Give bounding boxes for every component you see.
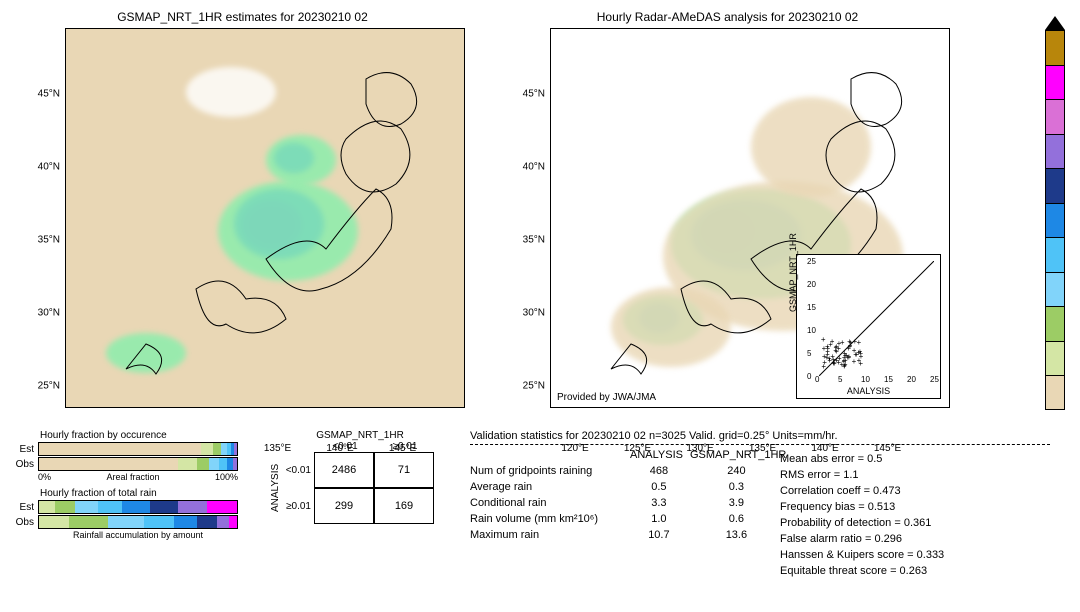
cont-r1: ≥0.01: [284, 488, 314, 524]
attribution-text: Provided by JWA/JMA: [557, 392, 656, 403]
inset-ylabel: GSMAP_NRT_1HR: [788, 233, 798, 312]
cont-r0: <0.01: [284, 452, 314, 488]
left-map-panel: GSMAP_NRT_1HR estimates for 20230210 02 …: [20, 10, 465, 425]
val-title: Validation statistics for 20230210 02 n=…: [470, 430, 1050, 442]
coastline-svg: [66, 29, 465, 408]
occ-axis-label: Areal fraction: [106, 472, 159, 482]
cont-00: 2486: [314, 452, 374, 488]
totalrain-bars: EstObs: [10, 500, 250, 529]
left-map-canvas: [65, 28, 465, 408]
cont-cells: 2486 71 299 169: [314, 452, 434, 524]
stacked-bars-panel: Hourly fraction by occurence EstObs 0% A…: [10, 430, 250, 581]
cont-01: 71: [374, 452, 434, 488]
occurrence-title: Hourly fraction by occurence: [40, 430, 250, 441]
right-map-panel: Hourly Radar-AMeDAS analysis for 2023021…: [505, 10, 950, 425]
cont-h1: ≥0.01: [375, 441, 435, 452]
right-map-title: Hourly Radar-AMeDAS analysis for 2023021…: [505, 10, 950, 24]
inset-xlabel: ANALYSIS: [797, 386, 940, 396]
val-table: ANALYSIS GSMAP_NRT_1HR Num of gridpoints…: [470, 449, 780, 581]
occ-axis-1: 100%: [215, 472, 238, 482]
totalrain-axis: Rainfall accumulation by amount: [38, 530, 238, 540]
validation-panel: Validation statistics for 20230210 02 n=…: [470, 430, 1050, 581]
occurrence-axis: 0% Areal fraction 100%: [38, 472, 238, 482]
occurrence-bars: EstObs: [10, 442, 250, 471]
cont-10: 299: [314, 488, 374, 524]
val-th0: ANALYSIS: [623, 449, 690, 461]
inset-scatter-plot: GSMAP_NRT_1HR ++++++++++++++++++++++++++…: [796, 254, 941, 399]
right-map-canvas: Provided by JWA/JMA GSMAP_NRT_1HR ++++++…: [550, 28, 950, 408]
val-th1: GSMAP_NRT_1HR: [690, 449, 780, 461]
val-rows: Num of gridpoints raining468240Average r…: [470, 465, 780, 541]
left-map-title: GSMAP_NRT_1HR estimates for 20230210 02: [20, 10, 465, 24]
val-stats: Mean abs error = 0.5RMS error = 1.1Corre…: [780, 449, 1040, 581]
cont-title: GSMAP_NRT_1HR: [270, 430, 450, 441]
val-divider: [470, 444, 1050, 445]
maps-row: GSMAP_NRT_1HR estimates for 20230210 02 …: [0, 0, 1080, 435]
totalrain-title: Hourly fraction of total rain: [40, 488, 250, 499]
scatter-diagonal: [819, 261, 934, 376]
colorbar: [1045, 30, 1065, 410]
contingency-table: GSMAP_NRT_1HR <0.01 ≥0.01 ANALYSIS <0.01…: [270, 430, 450, 581]
tot-axis-label: Rainfall accumulation by amount: [73, 530, 203, 540]
cont-col-headers: <0.01 ≥0.01: [305, 441, 450, 452]
cont-11: 169: [374, 488, 434, 524]
bottom-stats: Hourly fraction by occurence EstObs 0% A…: [10, 430, 1070, 581]
cont-h0: <0.01: [315, 441, 375, 452]
colorbar-arrow: [1045, 16, 1065, 30]
occ-axis-0: 0%: [38, 472, 51, 482]
cont-row-label: ANALYSIS: [270, 452, 284, 524]
